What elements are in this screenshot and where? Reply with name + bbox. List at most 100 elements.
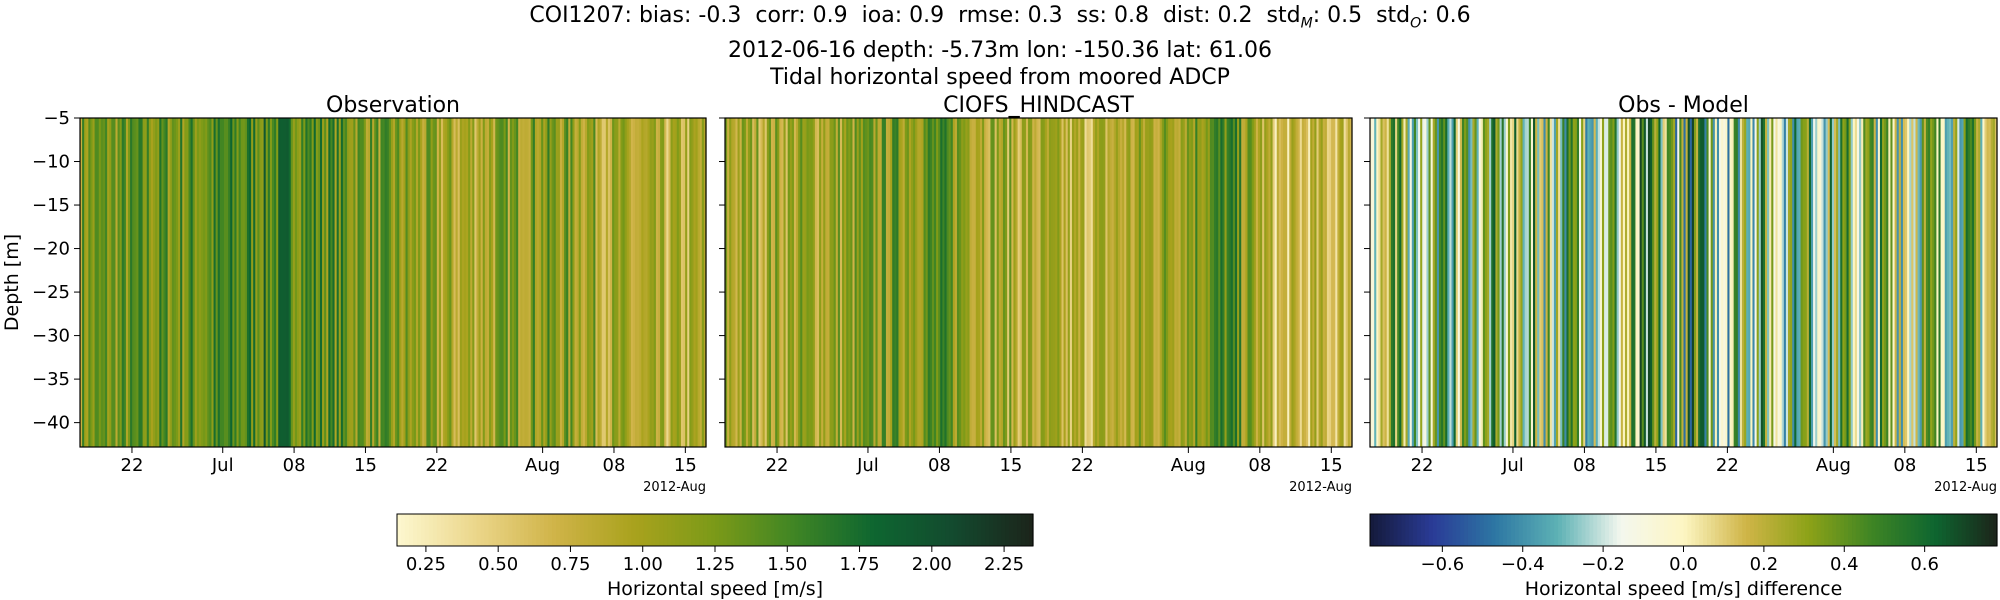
heatmap-cell xyxy=(1539,118,1542,447)
colorbar-segment xyxy=(1961,514,1967,546)
heatmap-cell xyxy=(963,118,966,447)
heatmap-cell xyxy=(1894,118,1898,447)
heatmap-cell xyxy=(908,118,912,447)
heatmap-cell xyxy=(1174,118,1178,447)
colorbar-segment xyxy=(1949,514,1955,546)
heatmap-cell xyxy=(457,118,461,447)
colorbar-segment xyxy=(1883,514,1888,546)
heatmap-cell xyxy=(783,118,787,447)
heatmap-cell xyxy=(326,118,329,447)
heatmap-cell xyxy=(1147,118,1150,447)
colorbar-segment xyxy=(750,514,756,546)
heatmap-cell xyxy=(752,118,755,447)
heatmap-cell xyxy=(1382,118,1386,447)
heatmap-cell xyxy=(911,118,914,447)
heatmap-cell xyxy=(919,118,923,447)
heatmap-cell xyxy=(829,118,833,447)
colorbar-segment xyxy=(993,514,998,546)
heatmap-cell xyxy=(1932,118,1935,447)
heatmap-cell xyxy=(399,118,402,447)
heatmap-cell xyxy=(1821,118,1825,447)
colorbar-segment xyxy=(1699,514,1704,546)
heatmap-cell xyxy=(1911,118,1914,447)
colorbar-segment xyxy=(1550,514,1555,546)
colorbar-segment xyxy=(826,514,831,546)
heatmap-cell xyxy=(1042,118,1046,447)
heatmap-cell xyxy=(1599,118,1603,447)
heatmap-cell xyxy=(509,118,513,447)
heatmap-cell xyxy=(1752,118,1756,447)
colorbar-segment xyxy=(500,514,505,546)
heatmap-cell xyxy=(603,118,607,447)
heatmap-cell xyxy=(1205,118,1209,447)
colorbar-segment xyxy=(711,514,716,546)
heatmap-cell xyxy=(1748,118,1751,447)
heatmap-cell xyxy=(1424,118,1428,447)
heatmap-cell xyxy=(1549,118,1553,447)
heatmap-cell xyxy=(946,118,950,447)
heatmap-cell xyxy=(1957,118,1960,447)
stat-std-model: stdM: 0.5 xyxy=(1266,3,1363,32)
x-tick-label: 22 xyxy=(766,455,789,476)
heatmap-cell xyxy=(1195,118,1198,447)
heatmap-cell xyxy=(545,118,549,447)
heatmap-cell xyxy=(1287,118,1290,447)
heatmap-cell xyxy=(205,118,208,447)
colorbar-segment xyxy=(1569,514,1575,546)
heatmap-cell xyxy=(532,118,536,447)
heatmap-cell xyxy=(1297,118,1301,447)
heatmap-cell xyxy=(136,118,140,447)
heatmap-cell xyxy=(940,118,943,447)
heatmap-cell xyxy=(1428,118,1432,447)
heatmap-cell xyxy=(1295,118,1299,447)
heatmap-cell xyxy=(294,118,298,447)
heatmap-cell xyxy=(1025,118,1029,447)
heatmap-cell xyxy=(211,118,215,447)
heatmap-cell xyxy=(319,118,323,447)
colorbar-segment xyxy=(842,514,847,546)
colorbar-segment xyxy=(925,514,931,546)
colorbar-segment xyxy=(428,514,434,546)
colorbar-segment xyxy=(881,514,887,546)
heatmap-cell xyxy=(934,118,937,447)
colorbar-segment xyxy=(1017,514,1022,546)
heatmap-cell xyxy=(1201,118,1205,447)
heatmap-cell xyxy=(1243,118,1247,447)
heatmap-cell xyxy=(986,118,989,447)
heatmap-cell xyxy=(388,118,392,447)
heatmap-cell xyxy=(393,118,396,447)
colorbar-segment xyxy=(1761,514,1767,546)
panel-title: Obs - Model xyxy=(1618,93,1749,118)
heatmap-cell xyxy=(925,118,929,447)
colorbar-segment xyxy=(552,514,557,546)
colorbar-segment xyxy=(1946,514,1951,546)
heatmap-cell xyxy=(846,118,849,447)
colorbar-segment xyxy=(1021,514,1026,546)
heatmap-cell xyxy=(1733,118,1737,447)
colorbar-segment xyxy=(834,514,839,546)
heatmap-cell xyxy=(1155,118,1159,447)
heatmap-cell xyxy=(1403,118,1407,447)
heatmap-cell xyxy=(1495,118,1499,447)
heatmap-cell xyxy=(975,118,979,447)
heatmap-cell xyxy=(1255,118,1259,447)
heatmap-cell xyxy=(463,118,467,447)
heatmap-cell xyxy=(1796,118,1800,447)
colorbar-segment xyxy=(472,514,478,546)
colorbar-segment xyxy=(679,514,684,546)
heatmap-cell xyxy=(1873,118,1877,447)
colorbar-segment xyxy=(726,514,732,546)
heatmap-cell xyxy=(1756,118,1760,447)
colorbar-segment xyxy=(1620,514,1626,546)
heatmap-cell xyxy=(184,118,188,447)
heatmap-cell xyxy=(1053,118,1056,447)
heatmap-cell xyxy=(534,118,538,447)
heatmap-cell xyxy=(781,118,785,447)
heatmap-cell xyxy=(992,118,996,447)
heatmap-cell xyxy=(359,118,363,447)
heatmap-cell xyxy=(1084,118,1088,447)
colorbar-segment xyxy=(1777,514,1783,546)
heatmap-cell xyxy=(1130,118,1134,447)
heatmap-cell xyxy=(649,118,653,447)
colorbar-segment xyxy=(1887,514,1892,546)
